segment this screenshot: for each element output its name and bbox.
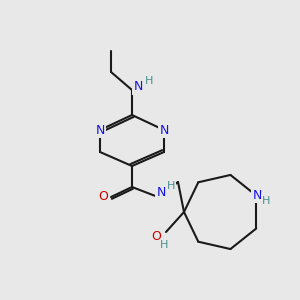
Text: H: H	[145, 76, 153, 86]
Text: H: H	[262, 196, 270, 206]
Text: H: H	[167, 181, 175, 191]
Text: H: H	[160, 240, 168, 250]
Text: N: N	[253, 189, 262, 202]
Text: N: N	[133, 80, 143, 94]
Text: N: N	[159, 124, 169, 136]
Text: O: O	[151, 230, 161, 244]
Text: N: N	[95, 124, 105, 136]
Text: N: N	[156, 185, 166, 199]
Text: O: O	[98, 190, 108, 203]
